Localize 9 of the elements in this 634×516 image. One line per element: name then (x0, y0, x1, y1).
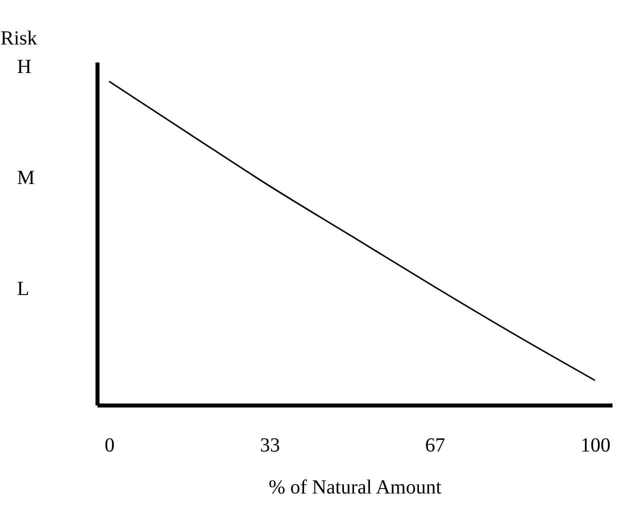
x-tick-label: 33 (260, 434, 280, 456)
text: M (17, 167, 35, 189)
x-tick-label: 0 (104, 434, 115, 456)
text: L (17, 278, 30, 300)
y-axis-title: Risk (0, 28, 38, 50)
text: H (17, 56, 32, 78)
x-tick-label: 67 (425, 434, 446, 456)
x-tick-label: 100 (580, 434, 610, 456)
x-axis-title: % of Natural Amount (268, 476, 442, 498)
